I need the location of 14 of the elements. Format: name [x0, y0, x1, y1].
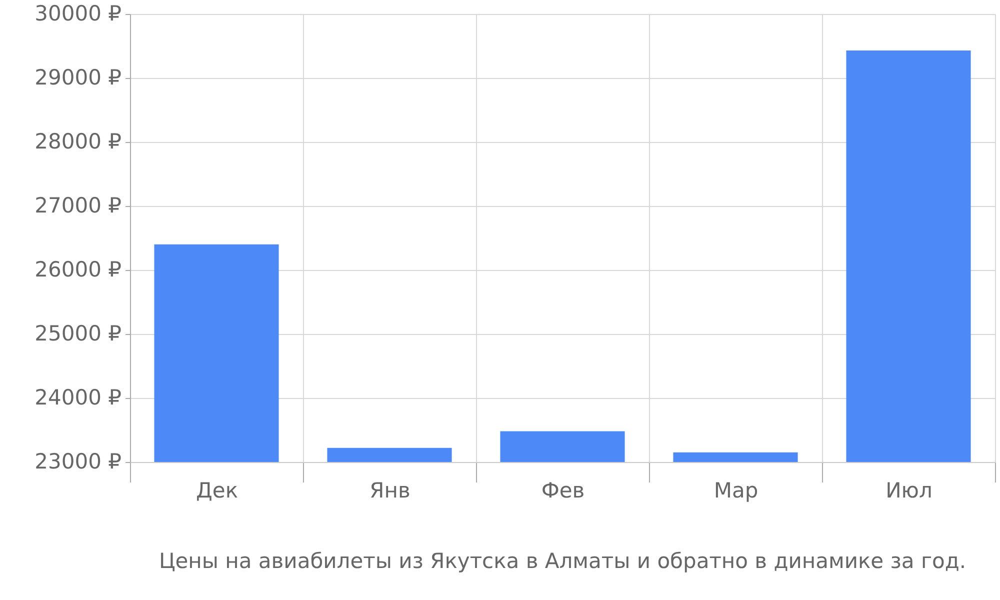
y-tick-label: 24000 ₽ — [34, 386, 122, 410]
x-tick-label: Дек — [196, 478, 238, 502]
y-tick-label: 23000 ₽ — [34, 450, 122, 474]
text: Цены на авиабилеты из Якутска в Алматы и обратно в динамике за год. — [158, 549, 966, 573]
y-tick-label: 30000 ₽ — [34, 2, 122, 26]
x-tick-label: Янв — [370, 478, 410, 502]
x-tick-label: Июл — [886, 478, 932, 502]
x-tick-label: Мар — [714, 478, 758, 502]
x-tick-label: Фев — [541, 478, 585, 502]
y-tick-label: 28000 ₽ — [34, 130, 122, 154]
y-tick-label: 27000 ₽ — [34, 194, 122, 218]
y-tick-label: 29000 ₽ — [34, 66, 122, 90]
y-tick-label: 26000 ₽ — [34, 258, 122, 282]
y-tick-label: 25000 ₽ — [34, 322, 122, 346]
